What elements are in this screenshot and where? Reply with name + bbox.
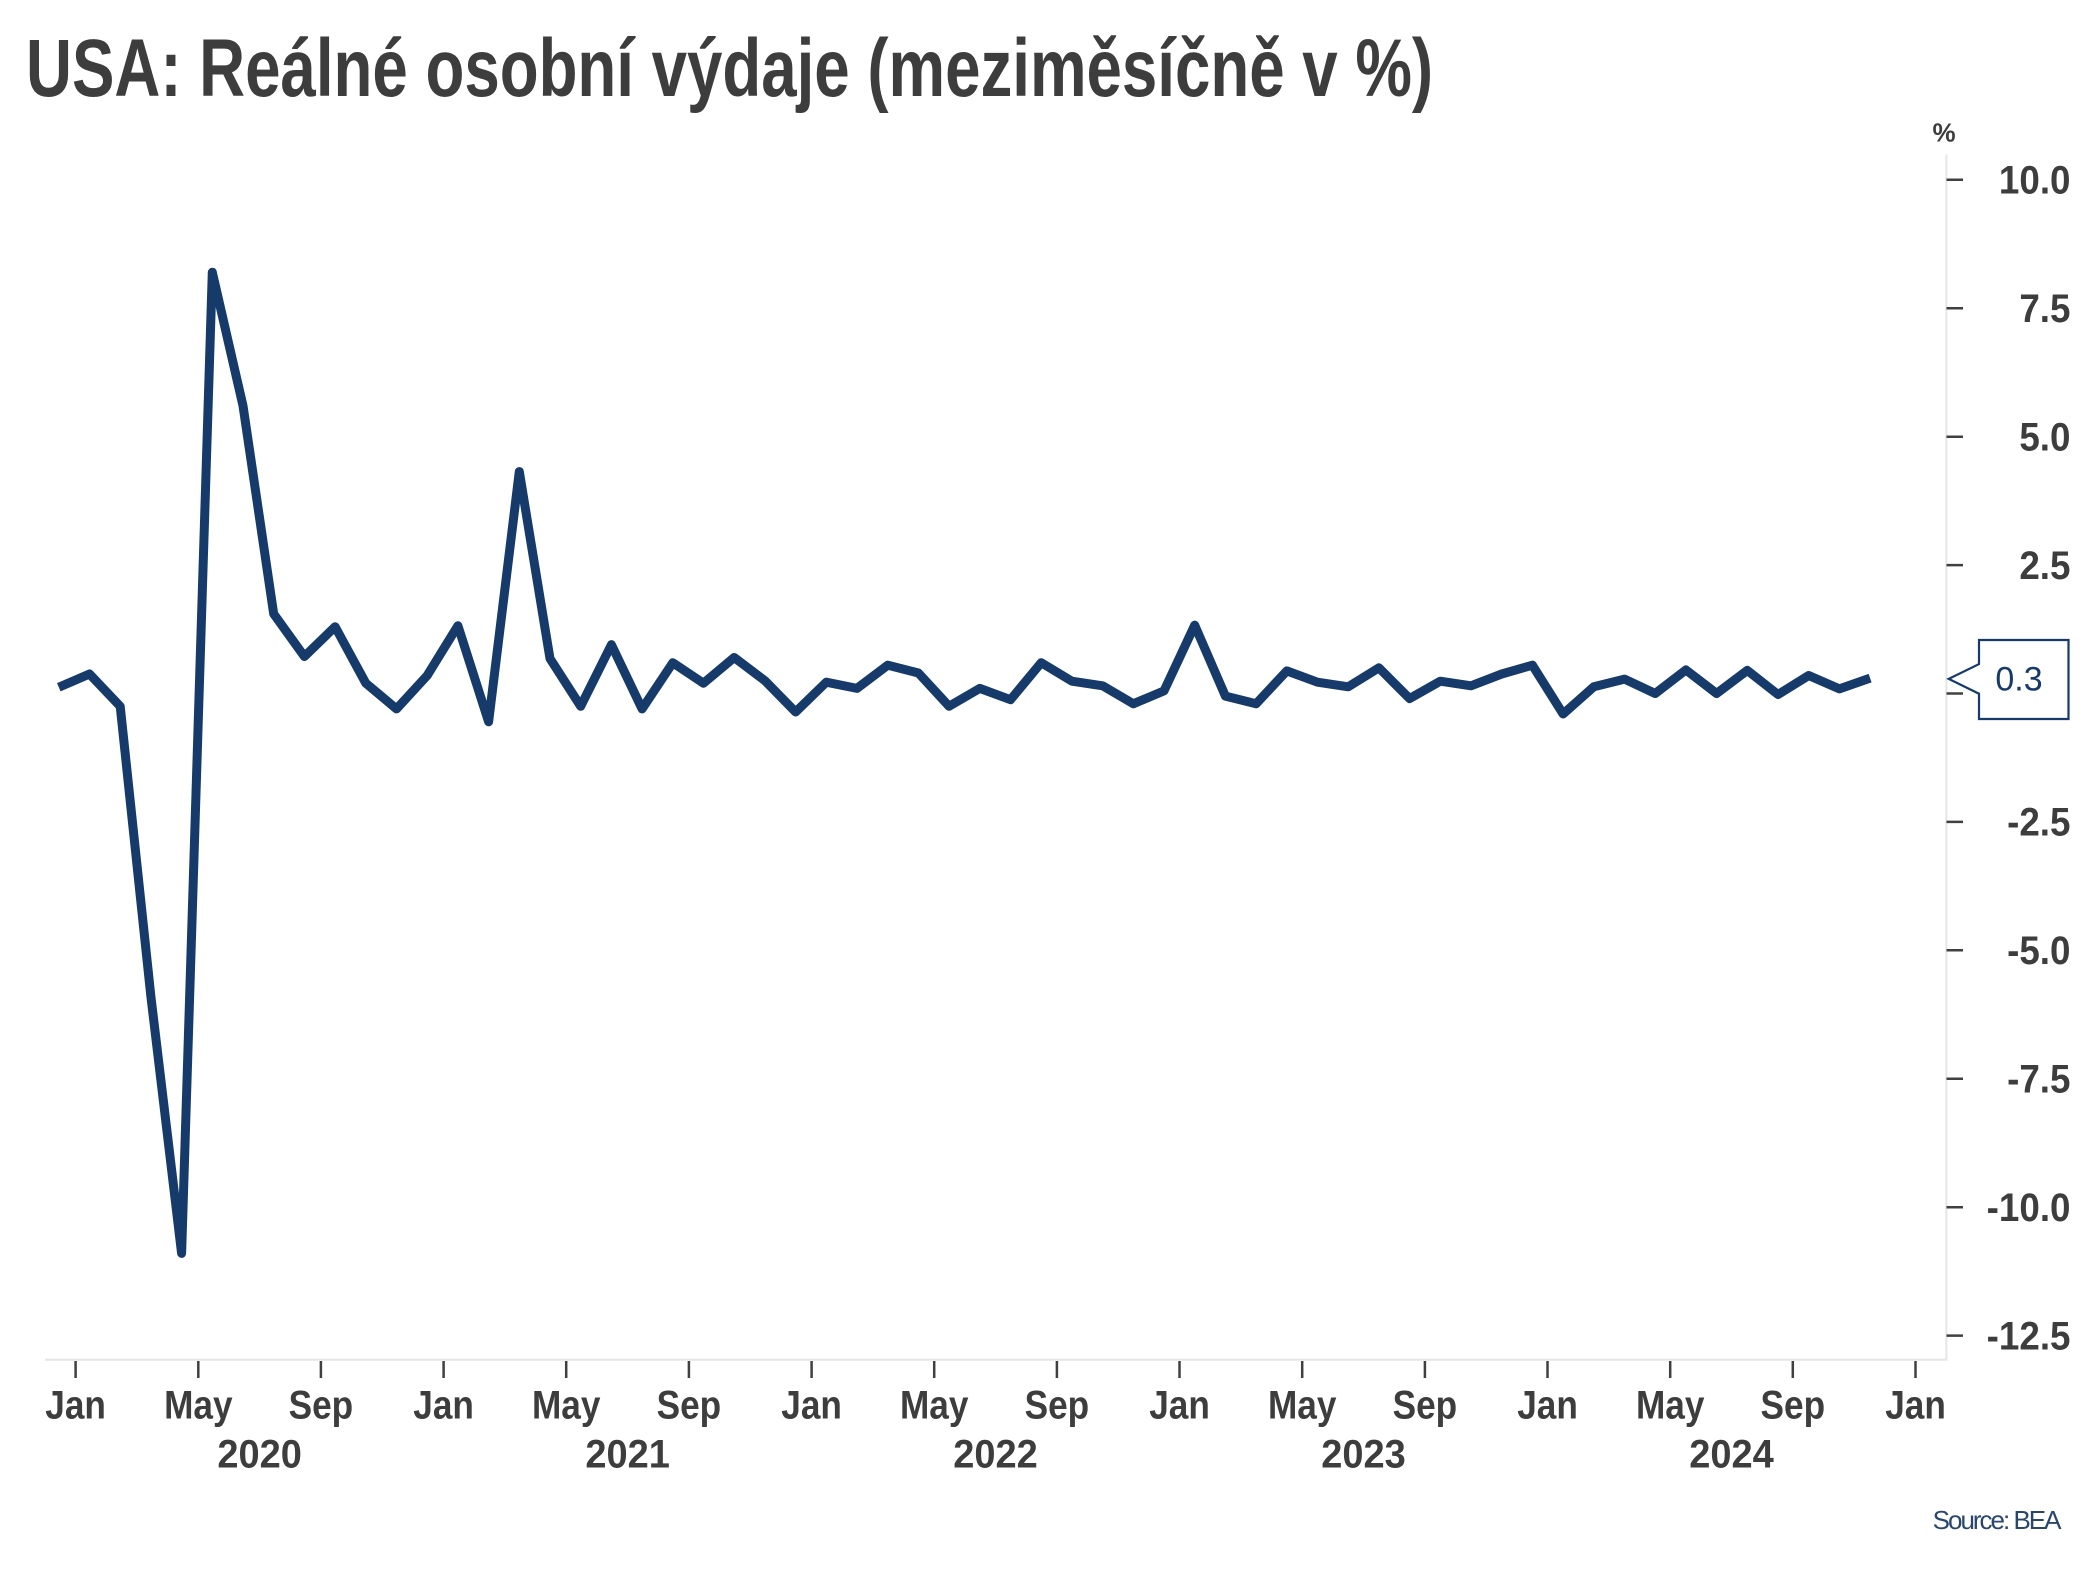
svg-text:May: May xyxy=(900,1382,968,1427)
svg-text:Jan: Jan xyxy=(1517,1382,1578,1427)
svg-text:Jan: Jan xyxy=(413,1382,474,1427)
svg-text:May: May xyxy=(1636,1382,1704,1427)
svg-text:2021: 2021 xyxy=(585,1433,670,1477)
svg-text:May: May xyxy=(532,1382,600,1427)
svg-text:7.5: 7.5 xyxy=(2019,287,2070,332)
svg-text:2022: 2022 xyxy=(953,1433,1038,1477)
svg-text:Jan: Jan xyxy=(45,1382,106,1427)
svg-text:Sep: Sep xyxy=(1761,1382,1826,1427)
svg-text:2020: 2020 xyxy=(217,1433,302,1477)
svg-text:2023: 2023 xyxy=(1321,1433,1406,1477)
svg-text:Jan: Jan xyxy=(1149,1382,1210,1427)
svg-text:-2.5: -2.5 xyxy=(2007,800,2070,845)
svg-text:Sep: Sep xyxy=(1393,1382,1458,1427)
svg-text:2024: 2024 xyxy=(1689,1433,1774,1477)
svg-text:-7.5: -7.5 xyxy=(2007,1057,2070,1102)
svg-text:Jan: Jan xyxy=(1885,1382,1946,1427)
svg-text:%: % xyxy=(1932,118,1955,148)
svg-text:Jan: Jan xyxy=(781,1382,842,1427)
svg-text:2.5: 2.5 xyxy=(2019,544,2070,589)
svg-text:-5.0: -5.0 xyxy=(2007,929,2070,974)
svg-text:Sep: Sep xyxy=(1025,1382,1090,1427)
svg-text:Sep: Sep xyxy=(657,1382,722,1427)
svg-text:10.0: 10.0 xyxy=(1999,158,2071,203)
svg-text:May: May xyxy=(1268,1382,1336,1427)
svg-text:May: May xyxy=(164,1382,232,1427)
svg-text:-12.5: -12.5 xyxy=(1987,1314,2071,1359)
svg-text:5.0: 5.0 xyxy=(2019,415,2070,460)
svg-text:-10.0: -10.0 xyxy=(1987,1186,2071,1231)
svg-text:Sep: Sep xyxy=(289,1382,354,1427)
svg-text:Source: BEA: Source: BEA xyxy=(1933,1505,2063,1535)
svg-text:0.3: 0.3 xyxy=(1995,661,2042,699)
svg-text:USA: Reálné osobní výdaje (mez: USA: Reálné osobní výdaje (meziměsíčně v… xyxy=(26,22,1433,114)
